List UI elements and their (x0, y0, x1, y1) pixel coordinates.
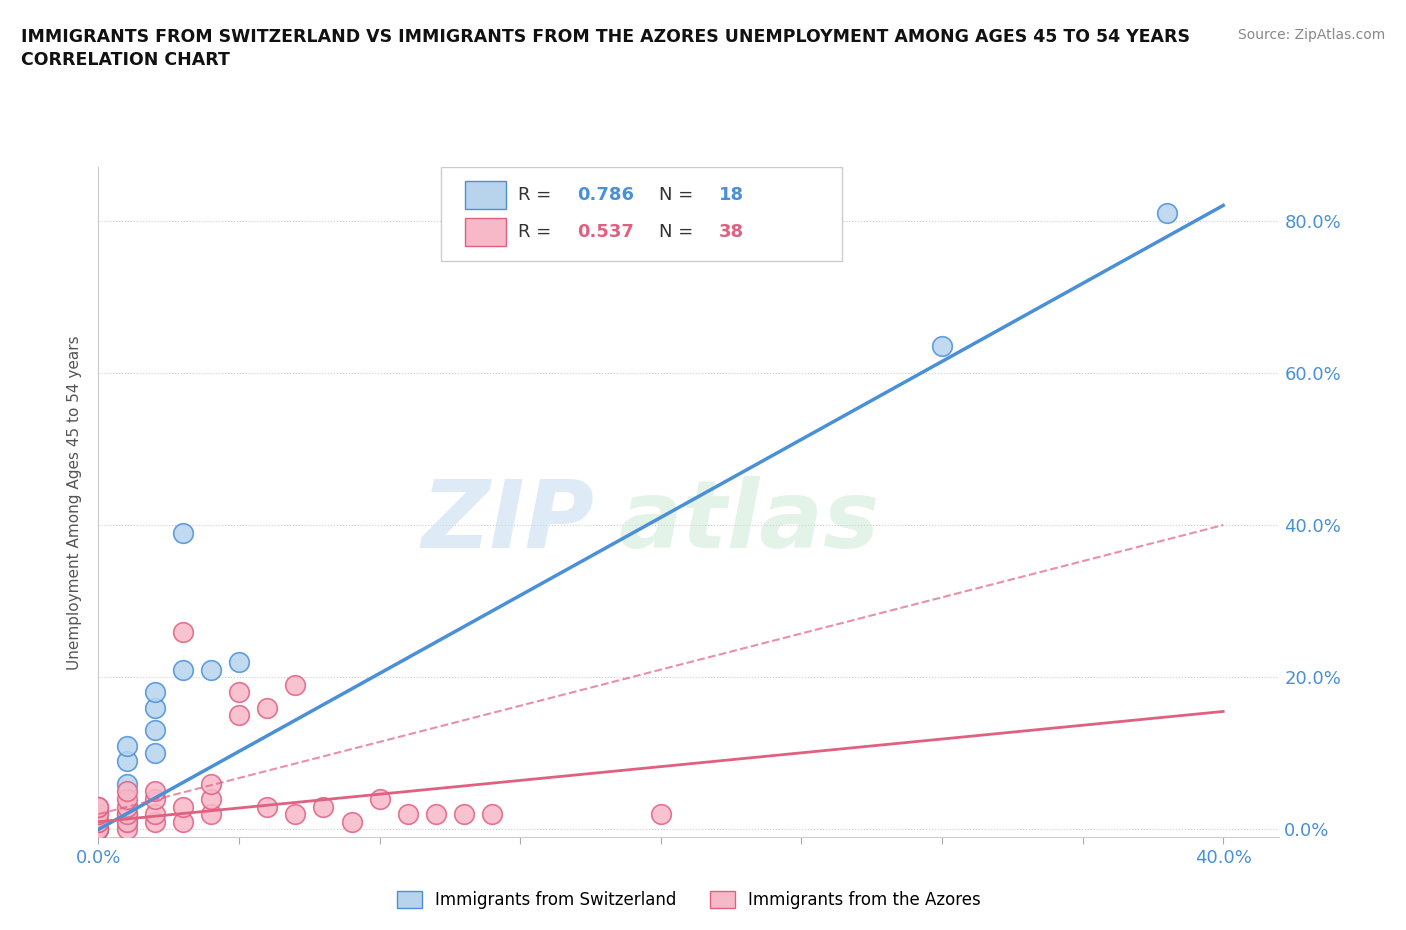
Text: R =: R = (517, 223, 557, 241)
Point (115, 791, 138, 806)
Text: 0.786: 0.786 (576, 186, 634, 204)
Point (87, 822, 110, 837)
Point (200, 777, 222, 791)
Point (143, 700, 166, 715)
Point (453, 806, 475, 821)
Point (143, 746, 166, 761)
Point (115, 815, 138, 830)
Point (115, 799, 138, 814)
Text: atlas: atlas (619, 476, 879, 568)
Bar (464, 180, 506, 208)
Point (284, 677, 307, 692)
Point (172, 799, 194, 814)
Point (115, 738, 138, 753)
Y-axis label: Unemployment Among Ages 45 to 54 years: Unemployment Among Ages 45 to 54 years (67, 335, 83, 670)
Point (172, 662, 194, 677)
Text: N =: N = (659, 186, 699, 204)
Text: N =: N = (659, 223, 699, 241)
Point (284, 806, 307, 821)
Text: 18: 18 (718, 186, 744, 204)
Point (396, 806, 419, 821)
Point (256, 700, 278, 715)
Point (312, 799, 335, 814)
Bar (464, 219, 506, 246)
Text: ZIP: ZIP (422, 476, 595, 568)
Point (368, 791, 391, 806)
Text: 0.537: 0.537 (576, 223, 634, 241)
Point (200, 662, 222, 677)
Point (931, 339, 953, 353)
Point (228, 685, 250, 700)
Point (340, 815, 363, 830)
Point (115, 777, 138, 791)
Point (87, 806, 110, 821)
Point (115, 815, 138, 830)
Point (87, 806, 110, 821)
Point (143, 784, 166, 799)
Point (200, 791, 222, 806)
Point (87, 799, 110, 814)
Point (481, 806, 503, 821)
Text: 38: 38 (718, 223, 744, 241)
Text: Source: ZipAtlas.com: Source: ZipAtlas.com (1237, 28, 1385, 42)
Point (115, 806, 138, 821)
Point (115, 784, 138, 799)
Text: R =: R = (517, 186, 557, 204)
Point (87, 799, 110, 814)
Point (172, 624, 194, 639)
Point (87, 822, 110, 837)
Point (87, 822, 110, 837)
Point (650, 806, 672, 821)
Text: IMMIGRANTS FROM SWITZERLAND VS IMMIGRANTS FROM THE AZORES UNEMPLOYMENT AMONG AGE: IMMIGRANTS FROM SWITZERLAND VS IMMIGRANT… (21, 28, 1189, 46)
Point (172, 525, 194, 540)
Point (143, 791, 166, 806)
Point (1156, 206, 1178, 220)
Point (143, 815, 166, 830)
Point (143, 723, 166, 737)
Text: CORRELATION CHART: CORRELATION CHART (21, 51, 231, 69)
Point (425, 806, 447, 821)
Point (228, 708, 250, 723)
Point (87, 822, 110, 837)
Point (143, 806, 166, 821)
Point (87, 815, 110, 830)
Point (200, 806, 222, 821)
Legend: Immigrants from Switzerland, Immigrants from the Azores: Immigrants from Switzerland, Immigrants … (391, 884, 987, 916)
Point (256, 799, 278, 814)
Point (228, 655, 250, 670)
Point (87, 815, 110, 830)
Point (172, 815, 194, 830)
Point (115, 753, 138, 768)
FancyBboxPatch shape (441, 167, 842, 261)
Point (87, 815, 110, 830)
Point (115, 822, 138, 837)
Point (143, 685, 166, 700)
Point (115, 806, 138, 821)
